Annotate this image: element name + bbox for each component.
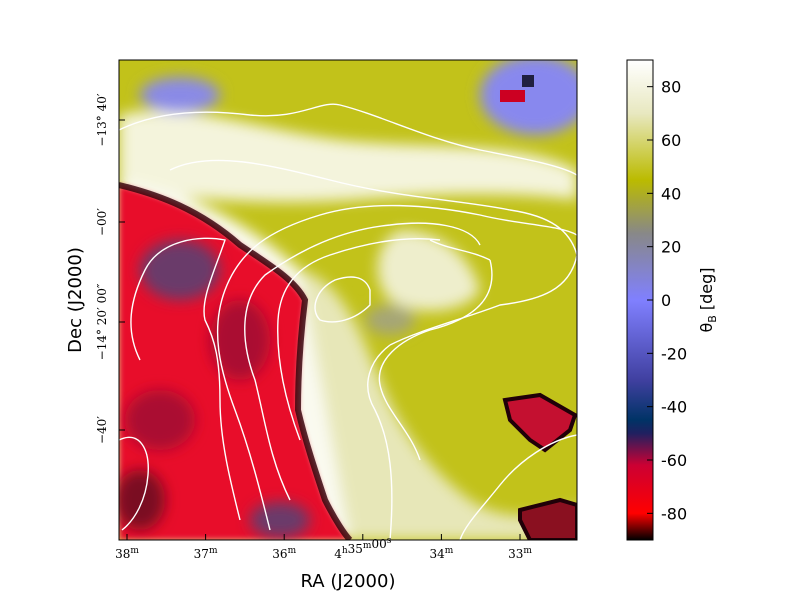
y-tick-label: −00′ [95,208,109,236]
y-tick-label: −14° 20′ 00″ [95,283,109,360]
x-tick-label: 34m [429,546,453,561]
contour-8 [119,436,149,531]
east-red-blob [502,392,577,453]
colorbar-title-main: θ [697,323,716,333]
x-tick-label: 37m [194,546,218,561]
colorbar-tick-label: -40 [661,398,687,417]
contours [119,103,577,540]
colorbar-tick-label: -80 [661,504,687,523]
colorbar-title-unit: [deg] [697,267,716,315]
northwest-blue-region [140,77,220,113]
plot-frame [118,59,578,541]
y-axis: −13° 40′ −00′ −14° 20′ 00″ −40′ [95,93,125,444]
contour-6 [314,276,371,323]
northeast-blue-region [480,60,577,135]
x-tick-label: 33m [508,546,532,561]
x-axis-title: RA (J2000) [301,571,396,592]
south-red-blob [518,497,577,540]
y-axis-title: Dec (J2000) [65,247,86,353]
contour-7 [378,259,493,461]
contour-9 [367,239,491,540]
contour-3 [216,204,577,531]
colorbar-tick-label: -60 [661,451,687,470]
white-band-region [119,110,577,202]
colorbar-tick-label: 0 [661,291,671,310]
y-tick-label: −13° 40′ [95,93,109,146]
contour-4 [244,222,481,501]
contour-11 [459,434,577,540]
boundary-edge [119,182,353,540]
y-tick-label: −40′ [95,416,109,444]
x-tick-label: 36m [272,546,296,561]
colorbar-title: θB [deg] [697,267,719,332]
contour-1 [119,103,577,176]
colorbar-tick-label: -20 [661,344,687,363]
x-tick-label: 38m [115,546,139,561]
west-dark-core [140,240,220,300]
colorbar-title-sub: B [706,315,719,323]
heatmap-image [119,60,577,540]
contour-2 [169,159,577,346]
colorbar-ticks: 80 60 40 20 0 -20 -40 -60 -80 [647,78,687,523]
contour-10 [130,237,241,521]
colorbar-tick-label: 40 [661,184,681,203]
contour-5 [277,237,441,441]
northeast-red-speck [500,90,525,102]
x-axis: 38m 37m 36m 4h35m00s 34m 33m [115,534,532,561]
colorbar-tick-label: 60 [661,131,681,150]
colorbar-tick-label: 20 [661,238,681,257]
colorbar-tick-label: 80 [661,78,681,97]
x-tick-label: 4h35m00s [334,536,392,561]
